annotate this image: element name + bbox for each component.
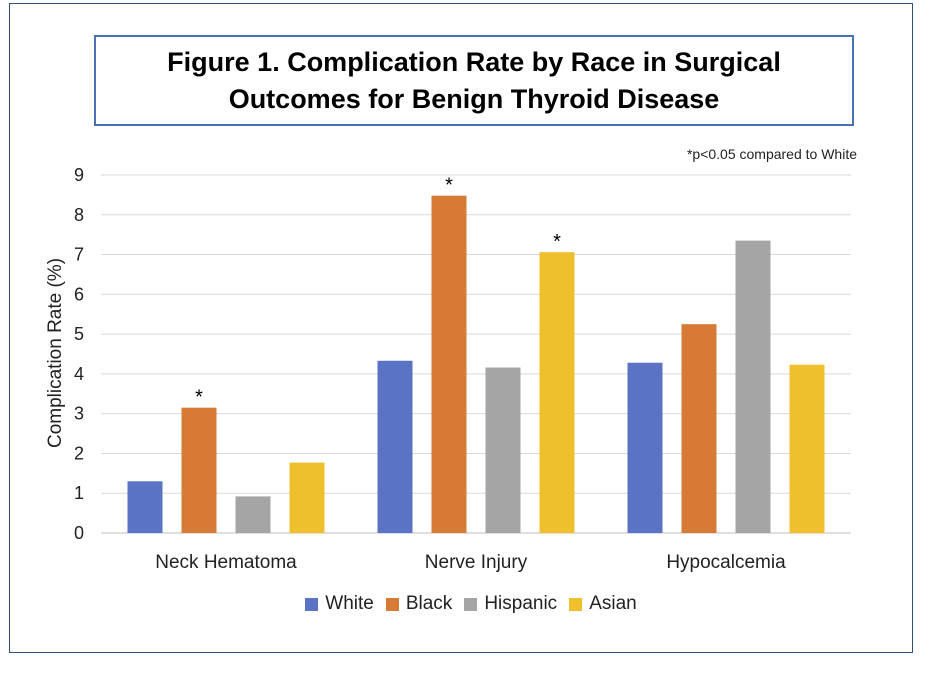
- bar-hispanic: [235, 496, 271, 533]
- y-tick-label: 0: [74, 523, 84, 543]
- legend-swatch: [464, 597, 478, 611]
- legend-item-white: White: [305, 593, 374, 615]
- x-tick-label: Nerve Injury: [425, 552, 528, 573]
- legend-item-black: Black: [385, 593, 453, 615]
- legend-label: Hispanic: [484, 593, 558, 614]
- legend-swatch: [305, 597, 319, 611]
- bar-white: [627, 362, 663, 533]
- y-axis-label: Complication Rate (%): [45, 258, 66, 448]
- legend-item-hispanic: Hispanic: [464, 593, 557, 615]
- bar-white: [377, 360, 413, 533]
- y-tick-label: 4: [74, 364, 84, 384]
- chart-title: Figure 1. Complication Rate by Race in S…: [167, 46, 781, 114]
- significance-markers: * * *: [195, 175, 561, 409]
- title-box: Figure 1. Complication Rate by Race in S…: [94, 35, 854, 126]
- legend: White Black Hispanic Asian: [0, 593, 942, 615]
- y-tick-label: 8: [74, 205, 84, 225]
- bar-asian: [289, 462, 325, 533]
- x-tick-labels: Neck Hematoma Nerve Injury Hypocalcemia: [155, 552, 786, 573]
- y-tick-label: 3: [74, 404, 84, 424]
- x-tick-label: Hypocalcemia: [666, 552, 786, 573]
- y-tick-label: 9: [74, 165, 84, 185]
- legend-swatch: [569, 597, 583, 611]
- legend-label: Black: [405, 593, 453, 614]
- bars: [127, 195, 825, 533]
- bar-asian: [789, 364, 825, 533]
- legend-swatch: [385, 597, 399, 611]
- y-tick-label: 7: [74, 245, 84, 265]
- significance-note: *p<0.05 compared to White: [687, 146, 857, 162]
- bar-black: [181, 407, 217, 533]
- bar-white: [127, 481, 163, 533]
- legend-label: Asian: [589, 593, 637, 614]
- y-tick-label: 1: [74, 483, 84, 503]
- significance-star: *: [445, 175, 453, 197]
- y-tick-label: 6: [74, 284, 84, 304]
- bar-hispanic: [485, 367, 521, 533]
- x-tick-label: Neck Hematoma: [155, 552, 297, 573]
- bar-black: [431, 195, 467, 533]
- bar-black: [681, 324, 717, 533]
- gridlines: [101, 174, 851, 534]
- significance-star: *: [553, 231, 561, 253]
- bar-asian: [539, 252, 575, 533]
- legend-item-asian: Asian: [569, 593, 637, 615]
- y-tick-label: 5: [74, 324, 84, 344]
- significance-star: *: [195, 387, 203, 409]
- legend-label: White: [325, 593, 374, 614]
- y-tick-labels: 0 1 2 3 4 5 6 7 8 9: [74, 165, 84, 543]
- bar-hispanic: [735, 240, 771, 533]
- y-tick-label: 2: [74, 443, 84, 463]
